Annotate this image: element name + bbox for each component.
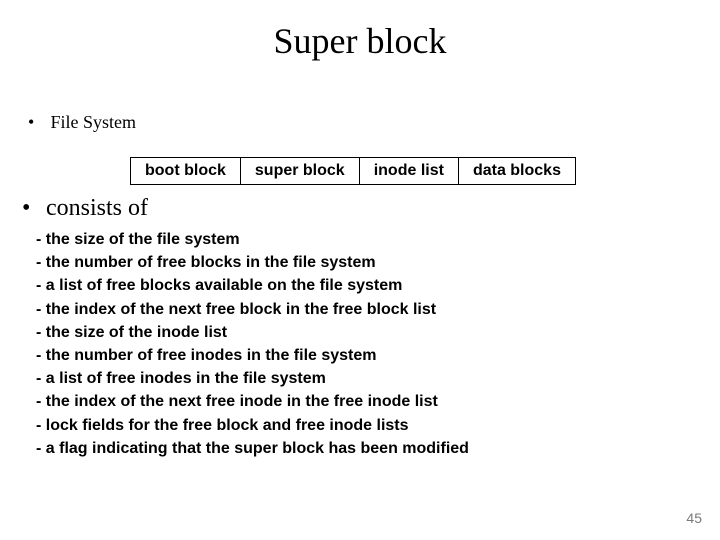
cell-data-blocks: data blocks [458,158,575,185]
detail-item: - the index of the next free block in th… [36,298,720,321]
bullet-file-system: • File System [28,112,720,133]
fs-layout-table-wrap: boot block super block inode list data b… [130,157,720,185]
detail-item: - the number of free blocks in the file … [36,251,720,274]
bullet-dot: • [22,195,40,222]
details-list: - the size of the file system - the numb… [36,228,720,460]
detail-item: - the size of the inode list [36,321,720,344]
table-row: boot block super block inode list data b… [131,158,576,185]
bullet-consists-of: • consists of [22,195,720,222]
bullet-consists-of-text: consists of [46,195,148,221]
detail-item: - a list of free inodes in the file syst… [36,367,720,390]
detail-item: - a flag indicating that the super block… [36,437,720,460]
cell-inode-list: inode list [359,158,458,185]
bullet-dot: • [28,112,46,133]
detail-item: - the index of the next free inode in th… [36,390,720,413]
page-number: 45 [686,510,702,526]
cell-super-block: super block [240,158,359,185]
bullet-file-system-text: File System [51,112,137,132]
slide-title: Super block [0,0,720,72]
cell-boot-block: boot block [131,158,241,185]
detail-item: - a list of free blocks available on the… [36,274,720,297]
detail-item: - the size of the file system [36,228,720,251]
detail-item: - the number of free inodes in the file … [36,344,720,367]
fs-layout-table: boot block super block inode list data b… [130,157,576,185]
detail-item: - lock fields for the free block and fre… [36,414,720,437]
